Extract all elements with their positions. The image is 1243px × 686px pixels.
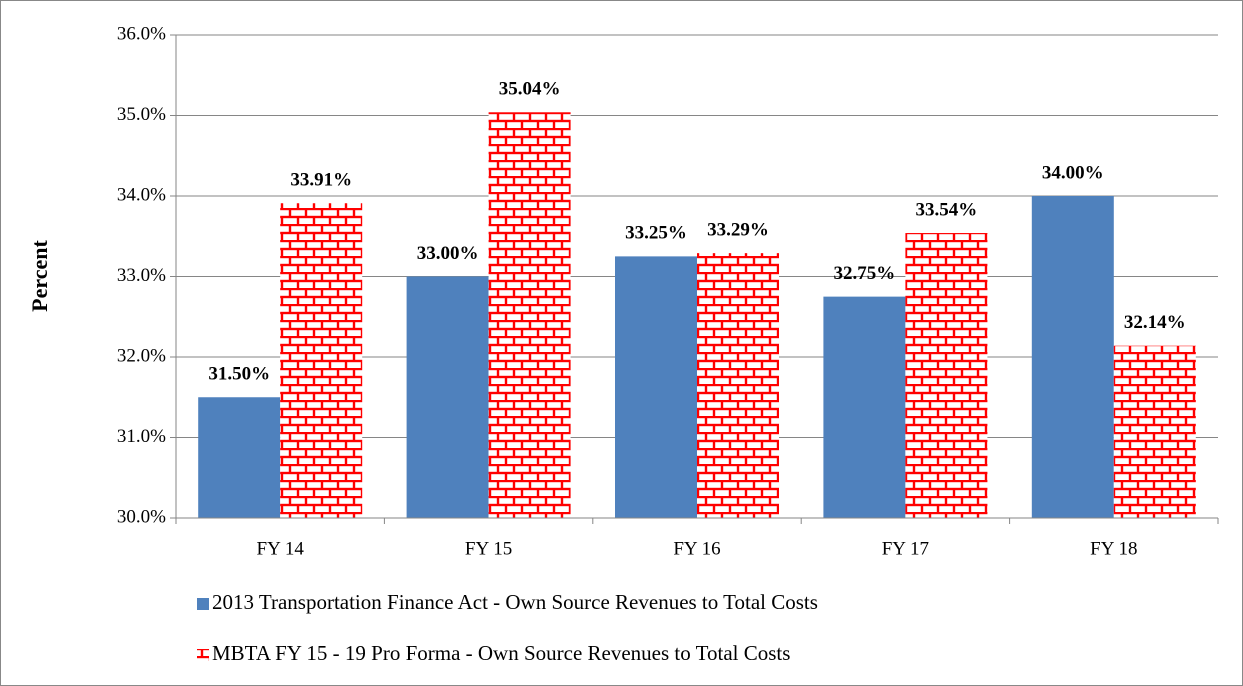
value-label: 33.91% xyxy=(290,170,352,191)
legend-label: MBTA FY 15 - 19 Pro Forma - Own Source R… xyxy=(212,641,790,665)
y-tick-label: 36.0% xyxy=(117,23,166,44)
bar xyxy=(1031,196,1114,518)
value-label: 33.25% xyxy=(625,223,687,244)
x-tick-label: FY 16 xyxy=(673,538,720,559)
value-label: 34.00% xyxy=(1042,162,1104,183)
legend-swatch xyxy=(197,649,209,661)
x-tick-label: FY 18 xyxy=(1090,538,1137,559)
value-label: 33.00% xyxy=(417,243,479,264)
bar xyxy=(488,112,571,518)
value-label: 33.29% xyxy=(707,220,769,241)
bar xyxy=(823,296,906,518)
value-label: 32.14% xyxy=(1124,312,1186,333)
y-tick-label: 30.0% xyxy=(117,506,166,527)
y-tick-label: 34.0% xyxy=(117,184,166,205)
x-tick-label: FY 15 xyxy=(465,538,512,559)
y-tick-label: 31.0% xyxy=(117,426,166,447)
legend-label: 2013 Transportation Finance Act - Own So… xyxy=(212,590,818,614)
y-tick-label: 32.0% xyxy=(117,345,166,366)
x-tick-label: FY 17 xyxy=(882,538,929,559)
value-label: 31.50% xyxy=(208,364,270,385)
value-label: 35.04% xyxy=(499,79,561,100)
x-tick-label: FY 14 xyxy=(257,538,305,559)
bar xyxy=(905,233,988,518)
bar xyxy=(1113,345,1196,518)
bar xyxy=(198,397,281,518)
legend-swatch xyxy=(197,598,209,610)
value-label: 32.75% xyxy=(834,263,896,284)
value-label: 33.54% xyxy=(916,199,978,220)
y-tick-label: 35.0% xyxy=(117,104,166,125)
bar xyxy=(697,253,779,518)
y-tick-label: 33.0% xyxy=(117,265,166,286)
y-axis-label: Percent xyxy=(27,240,52,312)
bar xyxy=(280,203,363,518)
bar xyxy=(615,256,697,518)
bar xyxy=(406,276,489,518)
